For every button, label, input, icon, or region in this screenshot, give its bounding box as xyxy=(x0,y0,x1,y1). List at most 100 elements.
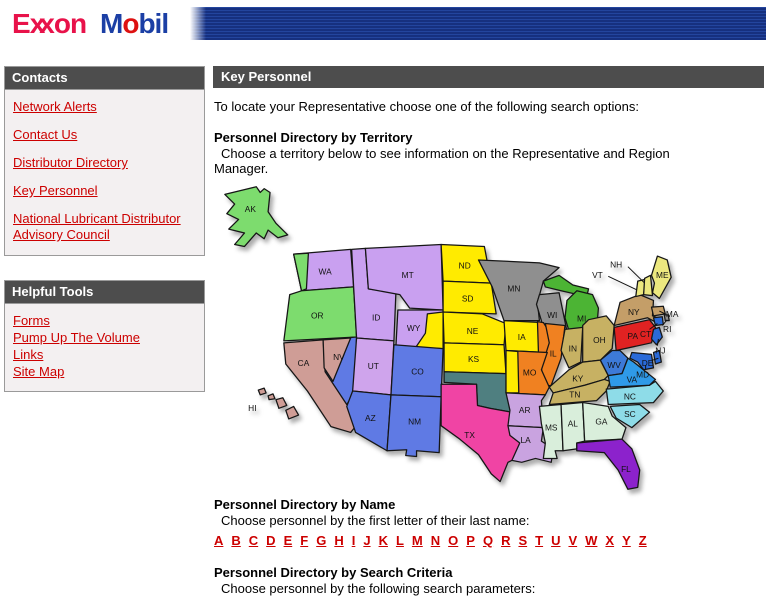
state-HI[interactable] xyxy=(275,397,288,409)
letter-link-l[interactable]: L xyxy=(395,533,404,548)
letter-link-n[interactable]: N xyxy=(430,533,441,548)
state-AK[interactable] xyxy=(224,186,289,248)
state-SC[interactable] xyxy=(609,403,651,429)
letter-link-x[interactable]: X xyxy=(605,533,615,548)
state-HI[interactable] xyxy=(267,393,276,401)
letter-link-g[interactable]: G xyxy=(316,533,327,548)
state-LA[interactable] xyxy=(507,425,554,463)
callout-line-RI xyxy=(661,319,668,326)
state-label-NV: NV xyxy=(333,353,345,362)
state-label-CT: CT xyxy=(640,330,651,339)
state-FL[interactable] xyxy=(576,438,641,490)
state-NJ[interactable] xyxy=(650,326,663,346)
state-NM[interactable] xyxy=(386,394,442,458)
letter-link-b[interactable]: B xyxy=(231,533,241,548)
state-SD[interactable] xyxy=(442,280,497,315)
helpful-tools-box: Helpful Tools Forms Pump Up The Volume L… xyxy=(4,280,205,392)
letter-link-p[interactable]: P xyxy=(466,533,475,548)
letter-link-m[interactable]: M xyxy=(411,533,423,548)
sidebar-link-key-personnel[interactable]: Key Personnel xyxy=(13,183,98,198)
state-label-GA: GA xyxy=(595,418,608,427)
letter-link-c[interactable]: C xyxy=(248,533,259,548)
sidebar-link-site-map[interactable]: Site Map xyxy=(13,364,65,379)
sidebar-link-nldac[interactable]: National Lubricant Distributor Advisory … xyxy=(13,211,181,242)
by-name-desc: Choose personnel by the first letter of … xyxy=(221,513,530,528)
callout-line-CT xyxy=(649,323,658,330)
letter-link-u[interactable]: U xyxy=(551,533,561,548)
sidebar-link-contact-us[interactable]: Contact Us xyxy=(13,127,78,142)
state-label-ME: ME xyxy=(656,271,669,280)
sidebar-link-forms[interactable]: Forms xyxy=(13,313,50,328)
state-NH[interactable] xyxy=(643,274,654,297)
state-label-SC: SC xyxy=(624,410,636,419)
letter-link-v[interactable]: V xyxy=(568,533,578,548)
state-label-CO: CO xyxy=(411,368,424,377)
callout-line-NH xyxy=(627,266,645,284)
letter-link-s[interactable]: S xyxy=(518,533,528,548)
letter-link-o[interactable]: O xyxy=(448,533,459,548)
callout-line-DE xyxy=(652,357,659,361)
state-TN[interactable] xyxy=(548,378,611,406)
state-WA-green-strip[interactable] xyxy=(293,252,310,292)
letter-link-q[interactable]: Q xyxy=(482,533,494,548)
sidebar-link-links[interactable]: Links xyxy=(13,347,44,362)
exxon-logo-xx: xx xyxy=(29,8,55,39)
state-MD[interactable] xyxy=(629,351,655,371)
letter-link-e[interactable]: E xyxy=(283,533,293,548)
mobil-logo: Mobil xyxy=(100,8,169,40)
state-label-MO: MO xyxy=(523,369,537,378)
letter-link-d[interactable]: D xyxy=(266,533,276,548)
by-criteria-heading: Personnel Directory by Search Criteria xyxy=(214,565,453,580)
letter-link-y[interactable]: Y xyxy=(622,533,631,548)
letter-link-j[interactable]: J xyxy=(363,533,371,548)
territory-heading: Personnel Directory by Territory xyxy=(214,130,413,145)
letter-link-h[interactable]: H xyxy=(334,533,344,548)
state-label-ND: ND xyxy=(459,262,471,271)
sidebar: Contacts Network Alerts Contact Us Distr… xyxy=(4,66,205,416)
state-IN[interactable] xyxy=(560,326,584,369)
main-content: Key Personnel To locate your Representat… xyxy=(213,66,764,596)
callout-line-NJ xyxy=(656,338,659,346)
state-RI[interactable] xyxy=(663,314,670,322)
state-HI[interactable] xyxy=(257,387,267,396)
state-label-WA: WA xyxy=(319,267,333,276)
exxon-logo-e: E xyxy=(12,8,31,39)
state-GA[interactable] xyxy=(582,401,627,442)
state-label-MN: MN xyxy=(507,285,520,294)
state-label-VT: VT xyxy=(592,271,603,280)
letter-link-i[interactable]: I xyxy=(351,533,356,548)
by-name-heading: Personnel Directory by Name xyxy=(214,497,396,512)
state-MA[interactable] xyxy=(650,305,666,317)
state-MO-yellow-strip[interactable] xyxy=(505,349,520,394)
state-label-KY: KY xyxy=(572,374,584,383)
state-label-VA: VA xyxy=(627,375,638,384)
state-NV-rosy-part[interactable] xyxy=(322,337,352,382)
sidebar-link-pump-up-the-volume[interactable]: Pump Up The Volume xyxy=(13,330,140,345)
letter-link-t[interactable]: T xyxy=(535,533,544,548)
letter-link-f[interactable]: F xyxy=(300,533,309,548)
state-VA[interactable] xyxy=(607,357,657,388)
state-HI[interactable] xyxy=(285,405,300,420)
state-label-AK: AK xyxy=(245,205,257,214)
state-label-TX: TX xyxy=(464,431,475,440)
state-CT[interactable] xyxy=(652,316,664,327)
territory-desc: Choose a territory below to see informat… xyxy=(214,146,670,176)
state-label-IL: IL xyxy=(550,349,557,358)
sidebar-link-distributor-directory[interactable]: Distributor Directory xyxy=(13,155,128,170)
letter-link-k[interactable]: K xyxy=(378,533,388,548)
us-territory-map: AK HI WA OR CA NV ID MT WY UT CO AZ NM N… xyxy=(215,179,764,497)
mobil-logo-m: M xyxy=(100,8,123,39)
state-DE[interactable] xyxy=(652,349,662,365)
mobil-logo-bil: bil xyxy=(138,8,169,39)
state-NY[interactable] xyxy=(613,294,662,327)
sidebar-link-network-alerts[interactable]: Network Alerts xyxy=(13,99,97,114)
letter-link-z[interactable]: Z xyxy=(638,533,647,548)
callout-line-MA xyxy=(659,310,666,315)
letter-link-w[interactable]: W xyxy=(585,533,598,548)
state-label-LA: LA xyxy=(521,436,532,445)
state-AZ[interactable] xyxy=(346,390,392,452)
letter-link-r[interactable]: R xyxy=(501,533,511,548)
state-ME[interactable] xyxy=(650,255,672,300)
letter-link-a[interactable]: A xyxy=(214,533,224,548)
